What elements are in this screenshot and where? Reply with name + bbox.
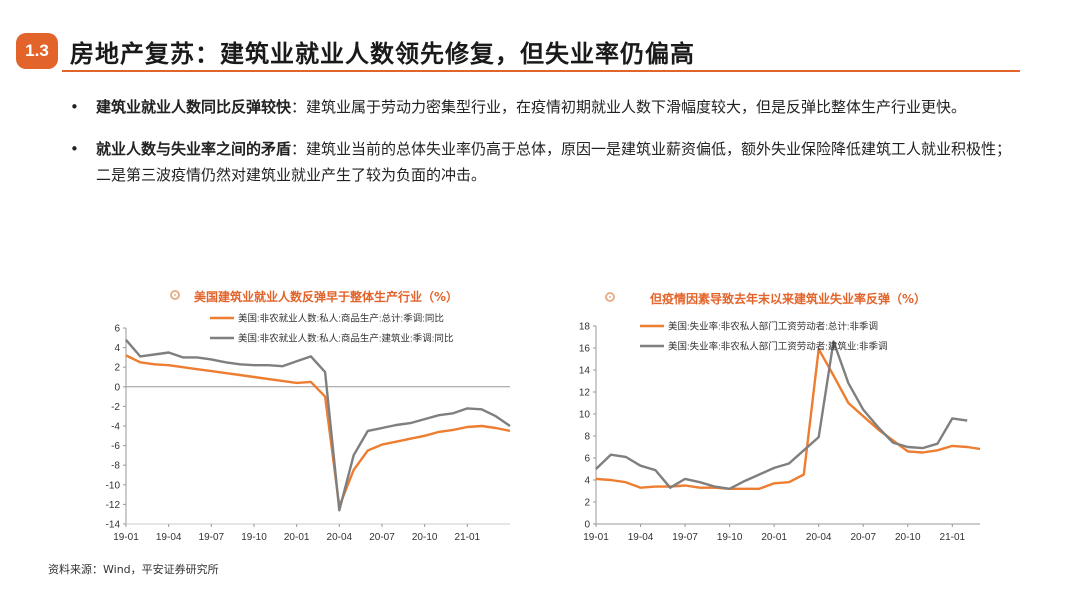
x-tick-label: 21-01 <box>940 532 966 543</box>
y-tick-label: 18 <box>579 322 591 333</box>
chart2-title: 但疫情因素导致去年末以来建筑业失业率反弹（%） <box>650 292 927 306</box>
y-tick-label: 4 <box>114 343 120 354</box>
y-tick-label: 6 <box>114 324 120 335</box>
legend-label: 美国:非农就业人数:私人:商品生产:建筑业:季调:同比 <box>238 333 453 345</box>
series-line-gray <box>595 340 968 490</box>
bullet-item: • 建筑业就业人数同比反弹较快：建筑业属于劳动力密集型行业，在疫情初期就业人数下… <box>70 94 1020 120</box>
y-tick-label: 0 <box>114 382 120 393</box>
y-tick-label: 10 <box>579 410 591 421</box>
chart-title-icon <box>170 290 180 300</box>
y-tick-label: 8 <box>584 432 590 443</box>
y-tick-label: -6 <box>111 441 120 452</box>
y-tick-label: 2 <box>114 363 120 374</box>
legend-label: 美国:失业率:非农私人部门工资劳动者:总计:非季调 <box>668 321 878 333</box>
x-tick-label: 21-01 <box>455 532 481 543</box>
bullet-list: • 建筑业就业人数同比反弹较快：建筑业属于劳动力密集型行业，在疫情初期就业人数下… <box>70 94 1020 204</box>
y-tick-label: 14 <box>579 366 591 377</box>
bullet-text: ：建筑业当前的总体失业率仍高于总体，原因一是建筑业薪资偏低，额外失业保险降低建筑… <box>96 140 1012 184</box>
y-tick-label: -2 <box>111 402 120 413</box>
x-tick-label: 19-10 <box>241 532 267 543</box>
y-tick-label: 12 <box>579 388 591 399</box>
x-tick-label: 19-04 <box>628 532 654 543</box>
x-tick-label: 20-07 <box>369 532 395 543</box>
y-tick-label: -4 <box>111 422 120 433</box>
y-tick-label: -12 <box>106 500 121 511</box>
source-note: 资料来源：Wind，平安证券研究所 <box>48 563 219 576</box>
x-tick-label: 20-10 <box>412 532 438 543</box>
x-tick-label: 19-10 <box>717 532 743 543</box>
y-tick-label: -14 <box>106 520 121 531</box>
title-divider <box>62 70 1020 72</box>
bullet-text: ：建筑业属于劳动力密集型行业，在疫情初期就业人数下滑幅度较大，但是反弹比整体生产… <box>291 98 967 116</box>
x-tick-label: 20-07 <box>850 532 876 543</box>
chart2-unemployment: 18 16 14 12 10 8 6 4 2 019-01 19-04 19-07 19-10 20-01… <box>579 321 980 543</box>
x-tick-label: 20-10 <box>895 532 921 543</box>
y-tick-label: 2 <box>584 498 590 509</box>
y-tick-label: 4 <box>584 476 590 487</box>
series-line-orange <box>125 354 511 508</box>
x-tick-label: 20-04 <box>806 532 832 543</box>
x-tick-label: 19-04 <box>156 532 182 543</box>
chart1-title: 美国建筑业就业人数反弹早于整体生产行业（%） <box>194 290 459 304</box>
y-tick-label: 0 <box>584 520 590 531</box>
x-tick-label: 19-07 <box>672 532 698 543</box>
x-tick-label: 20-04 <box>327 532 353 543</box>
page-title: 房地产复苏：建筑业就业人数领先修复，但失业率仍偏高 <box>70 40 695 68</box>
bullet-lead: 建筑业就业人数同比反弹较快 <box>96 98 292 116</box>
y-tick-label: -8 <box>111 461 120 472</box>
x-tick-label: 20-01 <box>284 532 310 543</box>
x-tick-label: 19-01 <box>583 532 609 543</box>
series-line-orange <box>595 347 980 490</box>
y-tick-label: -10 <box>106 480 121 491</box>
chart-title-icon <box>605 292 615 302</box>
y-tick-label: 16 <box>579 344 591 355</box>
bullet-dot-icon: • <box>70 98 79 116</box>
legend-label: 美国:失业率:非农私人部门工资劳动者:建筑业:非季调 <box>668 341 888 353</box>
x-tick-label: 19-07 <box>199 532 225 543</box>
section-badge: 1.3 <box>16 33 58 69</box>
x-tick-label: 20-01 <box>761 532 787 543</box>
y-tick-label: 6 <box>584 454 590 465</box>
bullet-lead: 就业人数与失业率之间的矛盾 <box>96 140 292 158</box>
x-tick-label: 19-01 <box>113 532 139 543</box>
bullet-dot-icon: • <box>70 140 79 158</box>
series-line-gray <box>125 339 511 512</box>
legend-label: 美国:非农就业人数:私人:商品生产:总计:季调:同比 <box>238 313 444 325</box>
bullet-item: • 就业人数与失业率之间的矛盾：建筑业当前的总体失业率仍高于总体，原因一是建筑业… <box>70 136 1020 188</box>
